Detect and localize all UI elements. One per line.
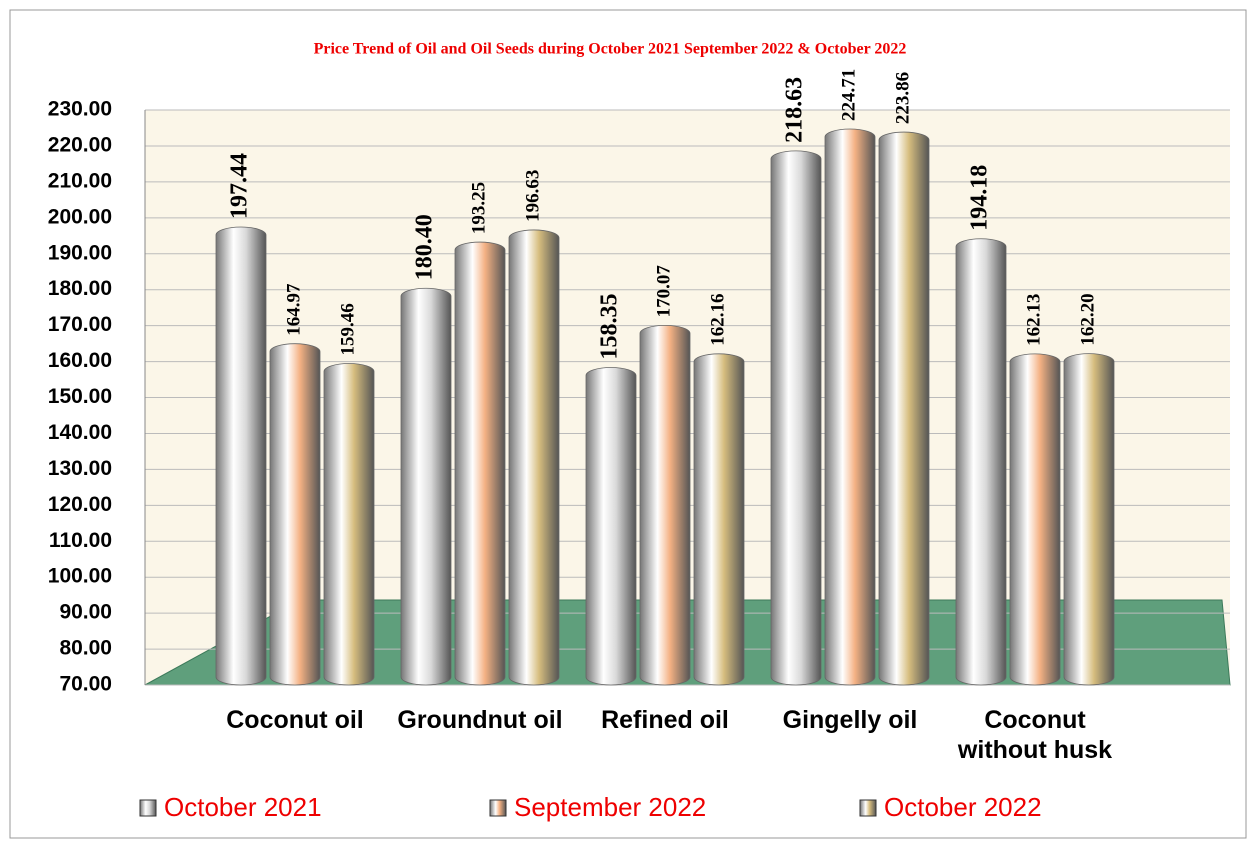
legend-swatch <box>140 800 156 816</box>
x-tick-label: Groundnut oil <box>385 705 575 735</box>
data-label: 223.86 <box>892 72 913 124</box>
bar <box>455 242 505 685</box>
bar <box>216 227 266 685</box>
legend-label: September 2022 <box>514 792 706 822</box>
legend-swatch <box>490 800 506 816</box>
bar <box>1010 354 1060 685</box>
bar <box>956 239 1006 685</box>
x-tick-label: Coconut oil <box>200 705 390 735</box>
y-tick-label: 170.00 <box>48 313 112 336</box>
y-tick-label: 190.00 <box>48 241 112 264</box>
y-tick-label: 130.00 <box>48 457 112 480</box>
bar <box>401 288 451 685</box>
y-tick-label: 90.00 <box>59 601 112 624</box>
y-tick-label: 100.00 <box>48 565 112 588</box>
bar <box>270 344 320 685</box>
bar <box>324 364 374 685</box>
data-label: 197.44 <box>227 153 253 219</box>
data-label: 162.20 <box>1077 293 1098 345</box>
data-label: 158.35 <box>597 293 623 359</box>
data-label: 193.25 <box>468 182 489 234</box>
y-tick-label: 200.00 <box>48 205 112 228</box>
data-label: 164.97 <box>283 283 304 336</box>
data-label: 162.13 <box>1023 294 1044 346</box>
bar <box>825 129 875 685</box>
x-tick-label: Gingelly oil <box>755 705 945 735</box>
legend-label: October 2022 <box>884 792 1042 822</box>
data-label: 159.46 <box>337 303 358 355</box>
legend-swatch <box>860 800 876 816</box>
bar <box>509 230 559 685</box>
y-tick-label: 120.00 <box>48 493 112 516</box>
bar <box>771 151 821 685</box>
data-label: 218.63 <box>782 77 808 143</box>
bar <box>640 325 690 685</box>
data-label: 170.07 <box>653 265 674 318</box>
legend-label: October 2021 <box>164 792 322 822</box>
bar <box>586 367 636 685</box>
data-label: 224.71 <box>838 69 859 121</box>
y-tick-label: 210.00 <box>48 169 112 192</box>
y-tick-label: 160.00 <box>48 349 112 372</box>
data-label: 196.63 <box>522 170 543 222</box>
y-tick-label: 220.00 <box>48 133 112 156</box>
y-tick-label: 230.00 <box>48 98 112 121</box>
data-label: 194.18 <box>967 165 993 231</box>
data-label: 180.40 <box>412 214 438 280</box>
y-tick-label: 140.00 <box>48 421 112 444</box>
bar <box>694 354 744 685</box>
y-tick-label: 150.00 <box>48 385 112 408</box>
chart-title: Price Trend of Oil and Oil Seeds during … <box>314 41 907 58</box>
y-tick-label: 80.00 <box>59 637 112 660</box>
x-tick-label: Refined oil <box>570 705 760 735</box>
x-tick-label: Coconut without husk <box>940 705 1130 765</box>
bar <box>879 132 929 685</box>
page: Price Trend of Oil and Oil Seeds during … <box>0 0 1256 848</box>
bar <box>1064 354 1114 685</box>
y-tick-label: 70.00 <box>59 673 112 696</box>
data-label: 162.16 <box>707 294 728 346</box>
y-tick-label: 110.00 <box>49 529 112 552</box>
y-tick-label: 180.00 <box>48 277 112 300</box>
